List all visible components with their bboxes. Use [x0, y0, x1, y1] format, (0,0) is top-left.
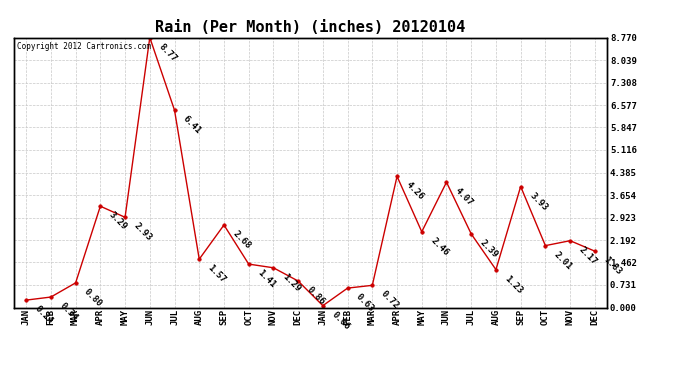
Text: 2.39: 2.39: [478, 238, 500, 260]
Text: 4.07: 4.07: [453, 186, 475, 208]
Text: 3.29: 3.29: [107, 210, 129, 232]
Text: 0.80: 0.80: [83, 287, 104, 309]
Text: 0.06: 0.06: [330, 310, 351, 332]
Text: 1.23: 1.23: [503, 274, 524, 296]
Title: Rain (Per Month) (inches) 20120104: Rain (Per Month) (inches) 20120104: [155, 20, 466, 35]
Text: 6.41: 6.41: [181, 114, 203, 136]
Text: 1.57: 1.57: [206, 263, 228, 285]
Text: 3.93: 3.93: [528, 190, 549, 212]
Text: 0.72: 0.72: [380, 290, 401, 311]
Text: 2.17: 2.17: [577, 245, 599, 266]
Text: 2.46: 2.46: [428, 236, 451, 258]
Text: 4.26: 4.26: [404, 180, 426, 202]
Text: Copyright 2012 Cartronics.com: Copyright 2012 Cartronics.com: [17, 42, 151, 51]
Text: 0.86: 0.86: [305, 285, 326, 307]
Text: 1.41: 1.41: [255, 268, 277, 290]
Text: 1.29: 1.29: [280, 272, 302, 294]
Text: 0.63: 0.63: [355, 292, 376, 314]
Text: 8.77: 8.77: [157, 42, 178, 63]
Text: 2.01: 2.01: [552, 250, 574, 272]
Text: 0.34: 0.34: [58, 301, 79, 323]
Text: 2.93: 2.93: [132, 222, 154, 243]
Text: 1.83: 1.83: [602, 255, 623, 277]
Text: 0.24: 0.24: [33, 304, 55, 326]
Text: 2.68: 2.68: [231, 229, 253, 251]
